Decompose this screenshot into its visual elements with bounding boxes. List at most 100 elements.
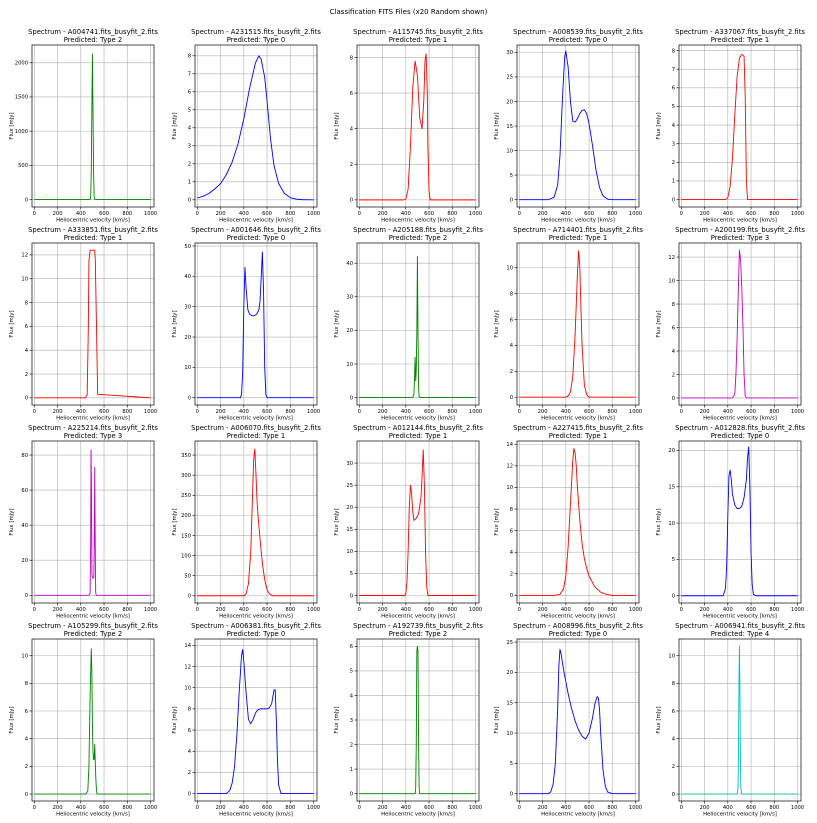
- subplot-title: Spectrum - A192739.fits_busyfit_2.fits: [353, 622, 483, 630]
- y-axis-label: Flux [mJy]: [656, 112, 662, 139]
- y-tick-label: 10: [668, 653, 675, 659]
- subplot-title: Spectrum - A004741.fits_busyfit_2.fits: [28, 28, 158, 36]
- subplot-subtitle: Predicted: Type 0: [227, 630, 285, 638]
- y-tick-label: 50: [184, 573, 191, 579]
- x-tick-label: 600: [262, 607, 272, 613]
- y-tick-label: 5: [510, 761, 513, 767]
- spectrum-line: [197, 649, 314, 795]
- subplot-title: Spectrum - A225214.fits_busyfit_2.fits: [28, 424, 158, 432]
- y-tick-label: 20: [506, 99, 513, 105]
- x-tick-label: 200: [700, 211, 710, 217]
- y-axis-label: Flux [mJy]: [494, 310, 500, 337]
- x-tick-label: 200: [216, 409, 226, 415]
- x-tick-label: 200: [216, 805, 226, 811]
- y-tick-label: 0: [350, 198, 353, 204]
- x-tick-label: 0: [518, 409, 521, 415]
- y-tick-label: 0: [672, 792, 675, 798]
- subplot-title: Spectrum - A333851.fits_busyfit_2.fits: [28, 226, 158, 234]
- subplot-title: Spectrum - A006381.fits_busyfit_2.fits: [191, 622, 321, 630]
- x-tick-label: 400: [723, 607, 733, 613]
- y-axis-label: Flux [mJy]: [172, 508, 178, 535]
- subplot-subtitle: Predicted: Type 2: [64, 36, 122, 44]
- x-tick-label: 0: [680, 805, 683, 811]
- subplot-12: Spectrum - A006070.fits_busyfit_2.fitsPr…: [172, 424, 321, 620]
- y-tick-label: 12: [21, 253, 28, 259]
- x-axis-label: Heliocentric velocity [km/s]: [56, 812, 130, 818]
- subplot-title: Spectrum - A200199.fits_busyfit_2.fits: [675, 226, 805, 234]
- x-tick-label: 600: [746, 211, 756, 217]
- x-tick-label: 1000: [144, 805, 157, 811]
- y-tick-label: 8: [672, 681, 675, 687]
- y-tick-label: 3: [672, 141, 675, 147]
- x-tick-label: 600: [746, 409, 756, 415]
- y-tick-label: 4: [350, 693, 354, 699]
- x-tick-label: 200: [378, 805, 388, 811]
- spectrum-line: [681, 53, 798, 200]
- x-tick-label: 1000: [791, 211, 804, 217]
- subplot-title: Spectrum - A008996.fits_busyfit_2.fits: [513, 622, 643, 630]
- subplot-14: Spectrum - A227415.fits_busyfit_2.fitsPr…: [494, 424, 643, 620]
- spectrum-line: [197, 251, 314, 399]
- y-tick-label: 12: [668, 255, 675, 261]
- y-tick-label: 6: [672, 709, 675, 715]
- x-tick-label: 800: [447, 409, 457, 415]
- x-tick-label: 0: [358, 409, 361, 415]
- y-tick-label: 20: [506, 670, 513, 676]
- y-tick-label: 12: [506, 464, 513, 470]
- subplot-19: Spectrum - A008996.fits_busyfit_2.fitsPr…: [494, 622, 643, 818]
- x-tick-label: 200: [53, 607, 63, 613]
- subplot-subtitle: Predicted: Type 0: [711, 432, 769, 440]
- x-tick-label: 800: [285, 409, 295, 415]
- x-tick-label: 400: [76, 409, 86, 415]
- x-tick-label: 400: [239, 211, 249, 217]
- subplot-title: Spectrum - A001646.fits_busyfit_2.fits: [191, 226, 321, 234]
- axes-frame: [356, 242, 480, 406]
- x-tick-label: 600: [99, 805, 109, 811]
- x-axis-label: Heliocentric velocity [km/s]: [703, 416, 777, 422]
- y-tick-label: 20: [668, 448, 675, 454]
- y-tick-label: 6: [350, 644, 353, 650]
- y-tick-label: 0: [672, 197, 675, 203]
- subplot-8: Spectrum - A205188.fits_busyfit_2.fitsPr…: [334, 226, 483, 422]
- x-tick-label: 400: [239, 607, 249, 613]
- y-axis-label: Flux [mJy]: [334, 508, 340, 535]
- x-axis-label: Heliocentric velocity [km/s]: [56, 614, 130, 620]
- subplot-title: Spectrum - A006070.fits_busyfit_2.fits: [191, 424, 321, 432]
- spectrum-line: [519, 448, 636, 596]
- x-tick-label: 1000: [629, 805, 642, 811]
- x-tick-label: 800: [769, 211, 779, 217]
- y-tick-label: 10: [668, 521, 675, 527]
- y-tick-label: 0: [510, 593, 513, 599]
- y-tick-label: 10: [506, 485, 513, 491]
- x-axis-label: Heliocentric velocity [km/s]: [703, 614, 777, 620]
- y-tick-label: 25: [506, 75, 513, 81]
- y-tick-label: 2: [672, 372, 675, 378]
- y-axis-label: Flux [mJy]: [494, 112, 500, 139]
- y-axis-label: Flux [mJy]: [334, 112, 340, 139]
- figure-suptitle: Classification FITS Files (x20 Random sh…: [329, 8, 488, 16]
- x-tick-label: 600: [584, 211, 594, 217]
- x-tick-label: 0: [680, 607, 683, 613]
- spectrum-line: [34, 249, 151, 399]
- x-tick-label: 600: [262, 805, 272, 811]
- subplot-subtitle: Predicted: Type 1: [64, 234, 122, 242]
- spectrum-line: [519, 250, 636, 398]
- x-tick-label: 800: [769, 805, 779, 811]
- subplot-subtitle: Predicted: Type 1: [227, 432, 285, 440]
- subplot-subtitle: Predicted: Type 0: [227, 234, 285, 242]
- x-tick-label: 1000: [629, 409, 642, 415]
- x-tick-label: 0: [33, 607, 36, 613]
- x-tick-label: 0: [33, 409, 36, 415]
- y-tick-label: 30: [506, 50, 513, 56]
- subplot-title: Spectrum - A714401.fits_busyfit_2.fits: [513, 226, 643, 234]
- spectrum-line: [34, 449, 151, 596]
- x-tick-label: 800: [447, 211, 457, 217]
- y-tick-label: 5: [188, 108, 191, 114]
- x-tick-label: 400: [76, 805, 86, 811]
- x-tick-label: 1000: [469, 409, 482, 415]
- x-tick-label: 800: [769, 409, 779, 415]
- subplot-17: Spectrum - A006381.fits_busyfit_2.fitsPr…: [172, 622, 321, 818]
- subplot-7: Spectrum - A001646.fits_busyfit_2.fitsPr…: [172, 226, 321, 422]
- axes-frame: [678, 638, 802, 802]
- subplot-subtitle: Predicted: Type 1: [711, 36, 769, 44]
